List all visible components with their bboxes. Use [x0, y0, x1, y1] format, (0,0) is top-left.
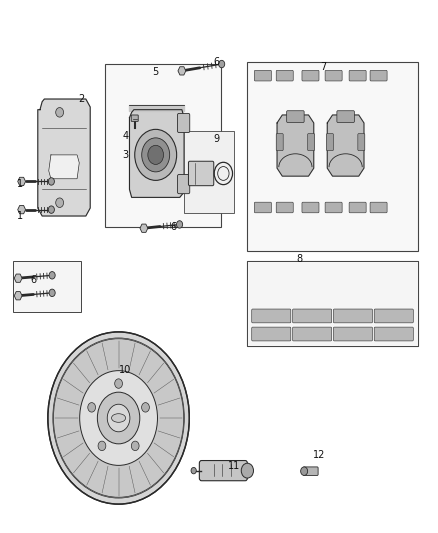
Ellipse shape: [112, 414, 126, 422]
FancyBboxPatch shape: [276, 134, 283, 151]
Polygon shape: [14, 274, 22, 282]
Bar: [247, 261, 418, 346]
Circle shape: [88, 402, 95, 412]
FancyBboxPatch shape: [252, 327, 291, 341]
Bar: [106, 64, 221, 227]
Circle shape: [97, 392, 140, 444]
FancyBboxPatch shape: [276, 70, 293, 81]
FancyBboxPatch shape: [302, 202, 319, 213]
Text: 6: 6: [30, 275, 36, 285]
Circle shape: [48, 206, 54, 213]
Circle shape: [98, 441, 106, 450]
Circle shape: [177, 221, 183, 228]
Text: 6: 6: [214, 57, 220, 67]
Text: 1: 1: [17, 211, 23, 221]
FancyBboxPatch shape: [254, 70, 272, 81]
FancyBboxPatch shape: [349, 70, 366, 81]
Bar: [247, 261, 418, 346]
FancyBboxPatch shape: [188, 161, 214, 185]
Polygon shape: [130, 110, 184, 197]
Circle shape: [148, 146, 163, 165]
Circle shape: [142, 138, 170, 172]
Circle shape: [53, 339, 184, 497]
Bar: [184, 131, 234, 213]
Polygon shape: [18, 177, 25, 185]
Text: 9: 9: [214, 134, 220, 144]
Circle shape: [56, 108, 64, 117]
FancyBboxPatch shape: [293, 309, 332, 323]
FancyBboxPatch shape: [349, 202, 366, 213]
Text: 11: 11: [228, 461, 240, 471]
FancyBboxPatch shape: [333, 309, 372, 323]
Text: 1: 1: [17, 179, 23, 189]
FancyBboxPatch shape: [370, 202, 387, 213]
Circle shape: [49, 272, 55, 279]
FancyBboxPatch shape: [287, 111, 304, 123]
Polygon shape: [14, 292, 22, 300]
Polygon shape: [140, 224, 148, 232]
Text: 2: 2: [78, 94, 85, 104]
FancyBboxPatch shape: [177, 174, 190, 193]
Circle shape: [49, 289, 55, 296]
FancyBboxPatch shape: [374, 309, 413, 323]
Circle shape: [131, 441, 139, 450]
Text: 3: 3: [122, 150, 128, 160]
Polygon shape: [38, 99, 90, 216]
Text: 8: 8: [297, 254, 303, 263]
Circle shape: [141, 402, 149, 412]
Circle shape: [241, 463, 254, 478]
FancyBboxPatch shape: [177, 114, 190, 133]
Text: 12: 12: [313, 450, 325, 460]
Polygon shape: [277, 115, 314, 176]
Text: 5: 5: [152, 68, 159, 77]
FancyBboxPatch shape: [325, 202, 342, 213]
Circle shape: [191, 467, 196, 474]
Polygon shape: [49, 155, 79, 179]
Text: 10: 10: [119, 365, 131, 375]
FancyBboxPatch shape: [333, 327, 372, 341]
FancyBboxPatch shape: [276, 202, 293, 213]
Text: 6: 6: [170, 222, 176, 232]
FancyBboxPatch shape: [307, 134, 314, 151]
Bar: [13, 261, 81, 312]
FancyBboxPatch shape: [374, 327, 413, 341]
FancyBboxPatch shape: [358, 134, 365, 151]
FancyBboxPatch shape: [370, 70, 387, 81]
Polygon shape: [130, 106, 184, 111]
FancyBboxPatch shape: [326, 134, 333, 151]
FancyBboxPatch shape: [325, 70, 342, 81]
Polygon shape: [18, 206, 25, 214]
Bar: [247, 62, 418, 251]
Polygon shape: [178, 67, 186, 75]
Circle shape: [115, 379, 123, 389]
FancyBboxPatch shape: [303, 467, 318, 475]
Circle shape: [48, 332, 189, 504]
FancyBboxPatch shape: [302, 70, 319, 81]
FancyBboxPatch shape: [131, 115, 138, 122]
Circle shape: [135, 130, 177, 180]
Polygon shape: [327, 115, 364, 176]
Circle shape: [107, 404, 130, 432]
Circle shape: [219, 60, 225, 68]
FancyBboxPatch shape: [337, 111, 354, 123]
FancyBboxPatch shape: [254, 202, 272, 213]
FancyBboxPatch shape: [252, 309, 291, 323]
FancyBboxPatch shape: [199, 461, 247, 481]
FancyBboxPatch shape: [293, 327, 332, 341]
Text: 7: 7: [321, 62, 327, 72]
Circle shape: [56, 198, 64, 207]
Text: 4: 4: [122, 131, 128, 141]
Circle shape: [300, 467, 307, 475]
Circle shape: [80, 370, 158, 465]
Circle shape: [48, 177, 54, 185]
